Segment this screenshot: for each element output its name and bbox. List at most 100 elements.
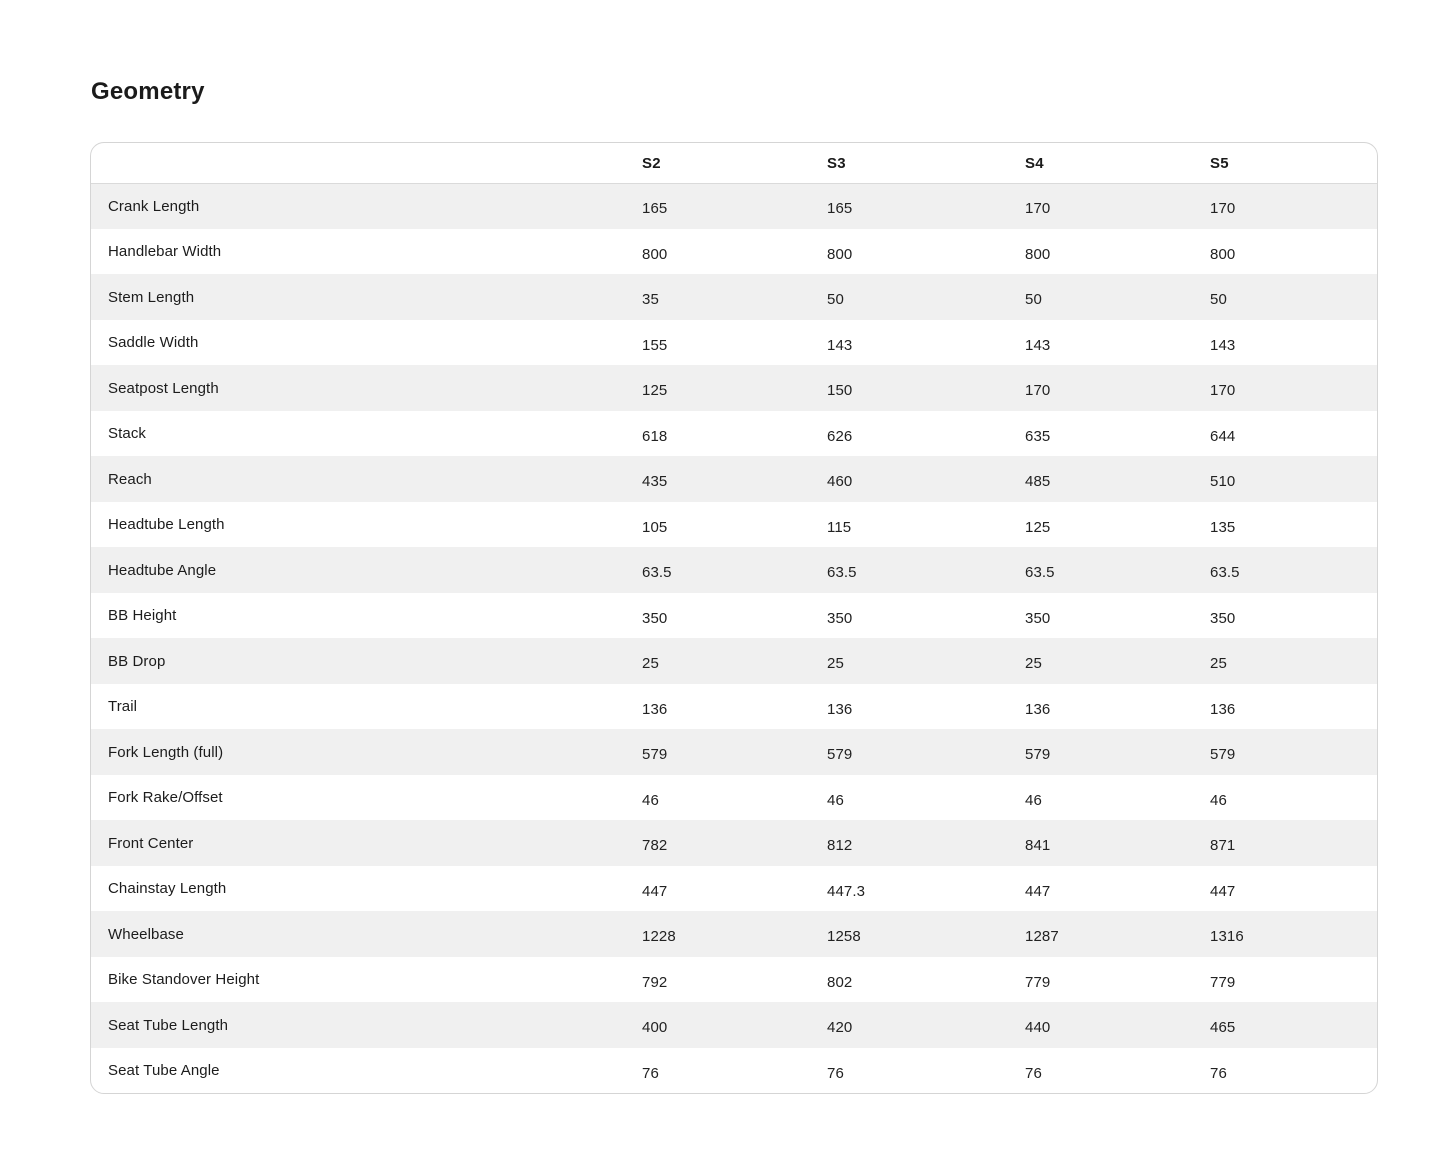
row-label: Seatpost Length <box>108 379 219 397</box>
cell-value: 76 <box>1210 1064 1227 1082</box>
geometry-table-body: Crank Length 165 165 170 170 Handlebar Width 8… <box>91 183 1377 1093</box>
table-row: Chainstay Length 447 447.3 447 447 <box>91 866 1377 912</box>
cell-value: 812 <box>827 837 853 855</box>
cell-value: 136 <box>1210 700 1236 718</box>
cell-value: 350 <box>827 609 853 627</box>
cell-value: 447 <box>1210 882 1236 900</box>
row-label: Reach <box>108 470 152 488</box>
row-label: Front Center <box>108 834 194 852</box>
cell-value: 626 <box>827 427 853 445</box>
row-label: Bike Standover Height <box>108 971 260 989</box>
cell-value: 644 <box>1210 427 1236 445</box>
table-header-row: S2 S3 S4 S5 <box>91 143 1377 184</box>
cell-value: 63.5 <box>1025 564 1055 582</box>
cell-value: 105 <box>642 518 668 536</box>
cell-value: 125 <box>1025 518 1051 536</box>
cell-value: 440 <box>1025 1019 1051 1037</box>
table-row: Fork Length (full) 579 579 579 579 <box>91 729 1377 775</box>
column-header: S5 <box>1210 143 1377 184</box>
cell-value: 143 <box>1025 336 1051 354</box>
row-label: Chainstay Length <box>108 880 227 898</box>
cell-value: 779 <box>1210 973 1236 991</box>
cell-value: 1228 <box>642 928 676 946</box>
table-row: Stack 618 626 635 644 <box>91 411 1377 457</box>
row-label: BB Height <box>108 607 177 625</box>
cell-value: 447 <box>1025 882 1051 900</box>
cell-value: 50 <box>827 291 844 309</box>
cell-value: 170 <box>1025 382 1051 400</box>
geometry-table: S2 S3 S4 S5 Crank Length 165 165 170 170 Handleb… <box>91 143 1377 1093</box>
cell-value: 1316 <box>1210 928 1244 946</box>
row-label: Seat Tube Angle <box>108 1062 220 1080</box>
cell-value: 635 <box>1025 427 1051 445</box>
cell-value: 485 <box>1025 473 1051 491</box>
table-row: Crank Length 165 165 170 170 <box>91 183 1377 229</box>
table-row: Bike Standover Height 792 802 779 779 <box>91 957 1377 1003</box>
cell-value: 25 <box>827 655 844 673</box>
cell-value: 782 <box>642 837 668 855</box>
table-row: Seat Tube Length 400 420 440 465 <box>91 1002 1377 1048</box>
cell-value: 792 <box>642 973 668 991</box>
cell-value: 76 <box>827 1064 844 1082</box>
cell-value: 435 <box>642 473 668 491</box>
row-label: Stem Length <box>108 288 195 306</box>
cell-value: 76 <box>642 1064 659 1082</box>
column-header: S3 <box>827 143 1025 184</box>
cell-value: 25 <box>1025 655 1042 673</box>
cell-value: 400 <box>642 1019 668 1037</box>
cell-value: 165 <box>827 200 853 218</box>
cell-value: 63.5 <box>642 564 672 582</box>
row-label: Fork Rake/Offset <box>108 789 223 807</box>
column-header: S2 <box>642 143 827 184</box>
cell-value: 350 <box>642 609 668 627</box>
cell-value: 579 <box>1025 746 1051 764</box>
cell-value: 46 <box>642 791 659 809</box>
cell-value: 136 <box>827 700 853 718</box>
cell-value: 579 <box>642 746 668 764</box>
row-label: Trail <box>108 698 138 716</box>
row-label: Handlebar Width <box>108 243 222 261</box>
cell-value: 510 <box>1210 473 1236 491</box>
table-row: BB Drop 25 25 25 25 <box>91 638 1377 684</box>
cell-value: 46 <box>1025 791 1042 809</box>
column-header: S4 <box>1025 143 1210 184</box>
geometry-table-card: S2 S3 S4 S5 Crank Length 165 165 170 170 Handleb… <box>90 142 1378 1095</box>
row-label: Seat Tube Length <box>108 1016 229 1034</box>
table-row: Reach 435 460 485 510 <box>91 456 1377 502</box>
cell-value: 779 <box>1025 973 1051 991</box>
cell-value: 143 <box>1210 336 1236 354</box>
cell-value: 76 <box>1025 1064 1042 1082</box>
cell-value: 25 <box>642 655 659 673</box>
cell-value: 46 <box>1210 791 1227 809</box>
cell-value: 1287 <box>1025 928 1059 946</box>
cell-value: 447.3 <box>827 882 866 900</box>
cell-value: 63.5 <box>1210 564 1240 582</box>
cell-value: 170 <box>1210 200 1236 218</box>
row-label: Fork Length (full) <box>108 743 224 761</box>
cell-value: 143 <box>827 336 853 354</box>
cell-value: 170 <box>1025 200 1051 218</box>
cell-value: 150 <box>827 382 853 400</box>
table-row: Stem Length 35 50 50 50 <box>91 274 1377 320</box>
table-row: Fork Rake/Offset 46 46 46 46 <box>91 775 1377 821</box>
page-title: Geometry <box>91 78 205 105</box>
table-row: Saddle Width 155 143 143 143 <box>91 320 1377 366</box>
table-row: Handlebar Width 800 800 800 800 <box>91 229 1377 275</box>
row-label: BB Drop <box>108 652 166 670</box>
cell-value: 871 <box>1210 837 1236 855</box>
cell-value: 800 <box>827 245 853 263</box>
cell-value: 135 <box>1210 518 1236 536</box>
cell-value: 50 <box>1210 291 1227 309</box>
cell-value: 1258 <box>827 928 861 946</box>
table-row: Headtube Angle 63.5 63.5 63.5 63.5 <box>91 547 1377 593</box>
cell-value: 155 <box>642 336 668 354</box>
cell-value: 841 <box>1025 837 1051 855</box>
cell-value: 115 <box>827 518 852 536</box>
cell-value: 579 <box>1210 746 1236 764</box>
cell-value: 420 <box>827 1019 853 1037</box>
cell-value: 63.5 <box>827 564 857 582</box>
cell-value: 579 <box>827 746 853 764</box>
cell-value: 350 <box>1210 609 1236 627</box>
row-label: Wheelbase <box>108 925 184 943</box>
cell-value: 447 <box>642 882 668 900</box>
